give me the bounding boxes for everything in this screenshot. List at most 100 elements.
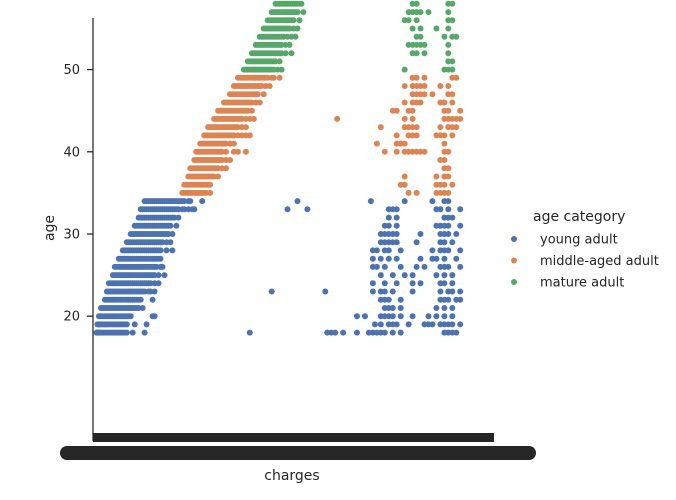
data-point (421, 148, 428, 155)
data-point (157, 255, 164, 262)
data-point (417, 231, 424, 237)
legend-marker (511, 236, 517, 242)
data-point (377, 255, 384, 262)
data-point (449, 313, 456, 320)
data-point (445, 165, 452, 172)
legend-marker (511, 257, 517, 264)
data-point (457, 206, 464, 213)
data-point (417, 25, 424, 32)
data-point (445, 41, 452, 48)
data-point (381, 263, 388, 270)
data-point (441, 132, 448, 139)
y-ticks-layer: 2030405060 (63, 63, 93, 325)
data-point (191, 206, 198, 213)
y-tick-label: 40 (63, 145, 80, 160)
data-point (457, 288, 464, 295)
data-point (429, 247, 436, 254)
data-point (393, 206, 400, 213)
data-point (393, 255, 400, 262)
data-point (294, 9, 301, 16)
data-point (405, 189, 412, 196)
data-point (421, 263, 428, 270)
data-point (393, 132, 400, 139)
data-point (393, 239, 400, 246)
data-point (417, 99, 424, 106)
data-point (393, 280, 400, 287)
data-point (441, 181, 448, 188)
data-point (266, 83, 273, 89)
data-point (445, 247, 452, 254)
data-point (437, 83, 444, 89)
data-point (371, 321, 378, 328)
data-point (449, 66, 456, 73)
data-point (167, 239, 174, 246)
data-point (413, 239, 420, 246)
data-point (175, 214, 182, 221)
data-point (139, 305, 146, 311)
data-point (417, 280, 424, 287)
data-point (409, 313, 416, 320)
data-point (381, 329, 388, 336)
data-point (433, 272, 440, 279)
data-point (417, 33, 424, 40)
data-point (157, 247, 164, 254)
data-point (227, 157, 233, 163)
data-point (413, 132, 420, 139)
data-point (457, 263, 464, 270)
data-point (373, 263, 380, 270)
data-point (437, 206, 444, 213)
data-point (441, 157, 448, 163)
data-point (137, 296, 144, 303)
data-point (397, 305, 404, 311)
data-point (433, 313, 440, 320)
data-point (141, 329, 148, 336)
data-point (215, 173, 222, 180)
data-point (248, 107, 255, 114)
data-point (417, 9, 424, 16)
data-point (260, 91, 267, 98)
axes-layer (60, 18, 536, 460)
data-point (230, 140, 237, 147)
data-point (433, 305, 440, 311)
data-point (385, 255, 392, 262)
data-point (207, 181, 214, 188)
data-point (409, 288, 416, 295)
data-point (254, 91, 261, 98)
data-point (433, 255, 440, 262)
data-point (449, 91, 456, 98)
data-point (129, 329, 136, 336)
data-point (453, 33, 460, 40)
data-point (453, 124, 460, 131)
data-point (256, 99, 263, 106)
data-point (397, 329, 404, 336)
data-point (369, 280, 376, 287)
data-point (449, 99, 456, 106)
data-point (401, 181, 408, 188)
data-point (393, 222, 400, 229)
data-point (449, 239, 456, 246)
series-middle-aged-adult (179, 74, 464, 196)
data-point (413, 189, 420, 196)
data-point (445, 222, 452, 229)
data-point (401, 66, 408, 73)
data-point (449, 132, 456, 139)
legend-marker (511, 279, 517, 285)
data-point (437, 124, 444, 131)
data-point (284, 206, 291, 213)
data-point (187, 198, 194, 205)
data-point (421, 91, 428, 98)
data-point (389, 288, 396, 295)
data-point (405, 321, 412, 328)
data-point (445, 206, 452, 213)
data-point (413, 263, 420, 270)
data-point (334, 115, 341, 122)
data-point (246, 329, 253, 336)
data-point (143, 321, 150, 328)
data-point (294, 25, 301, 32)
data-point (449, 288, 456, 295)
data-point (393, 321, 400, 328)
data-point (369, 255, 376, 262)
data-point (413, 17, 420, 24)
data-point (385, 214, 392, 221)
data-point (362, 313, 368, 320)
